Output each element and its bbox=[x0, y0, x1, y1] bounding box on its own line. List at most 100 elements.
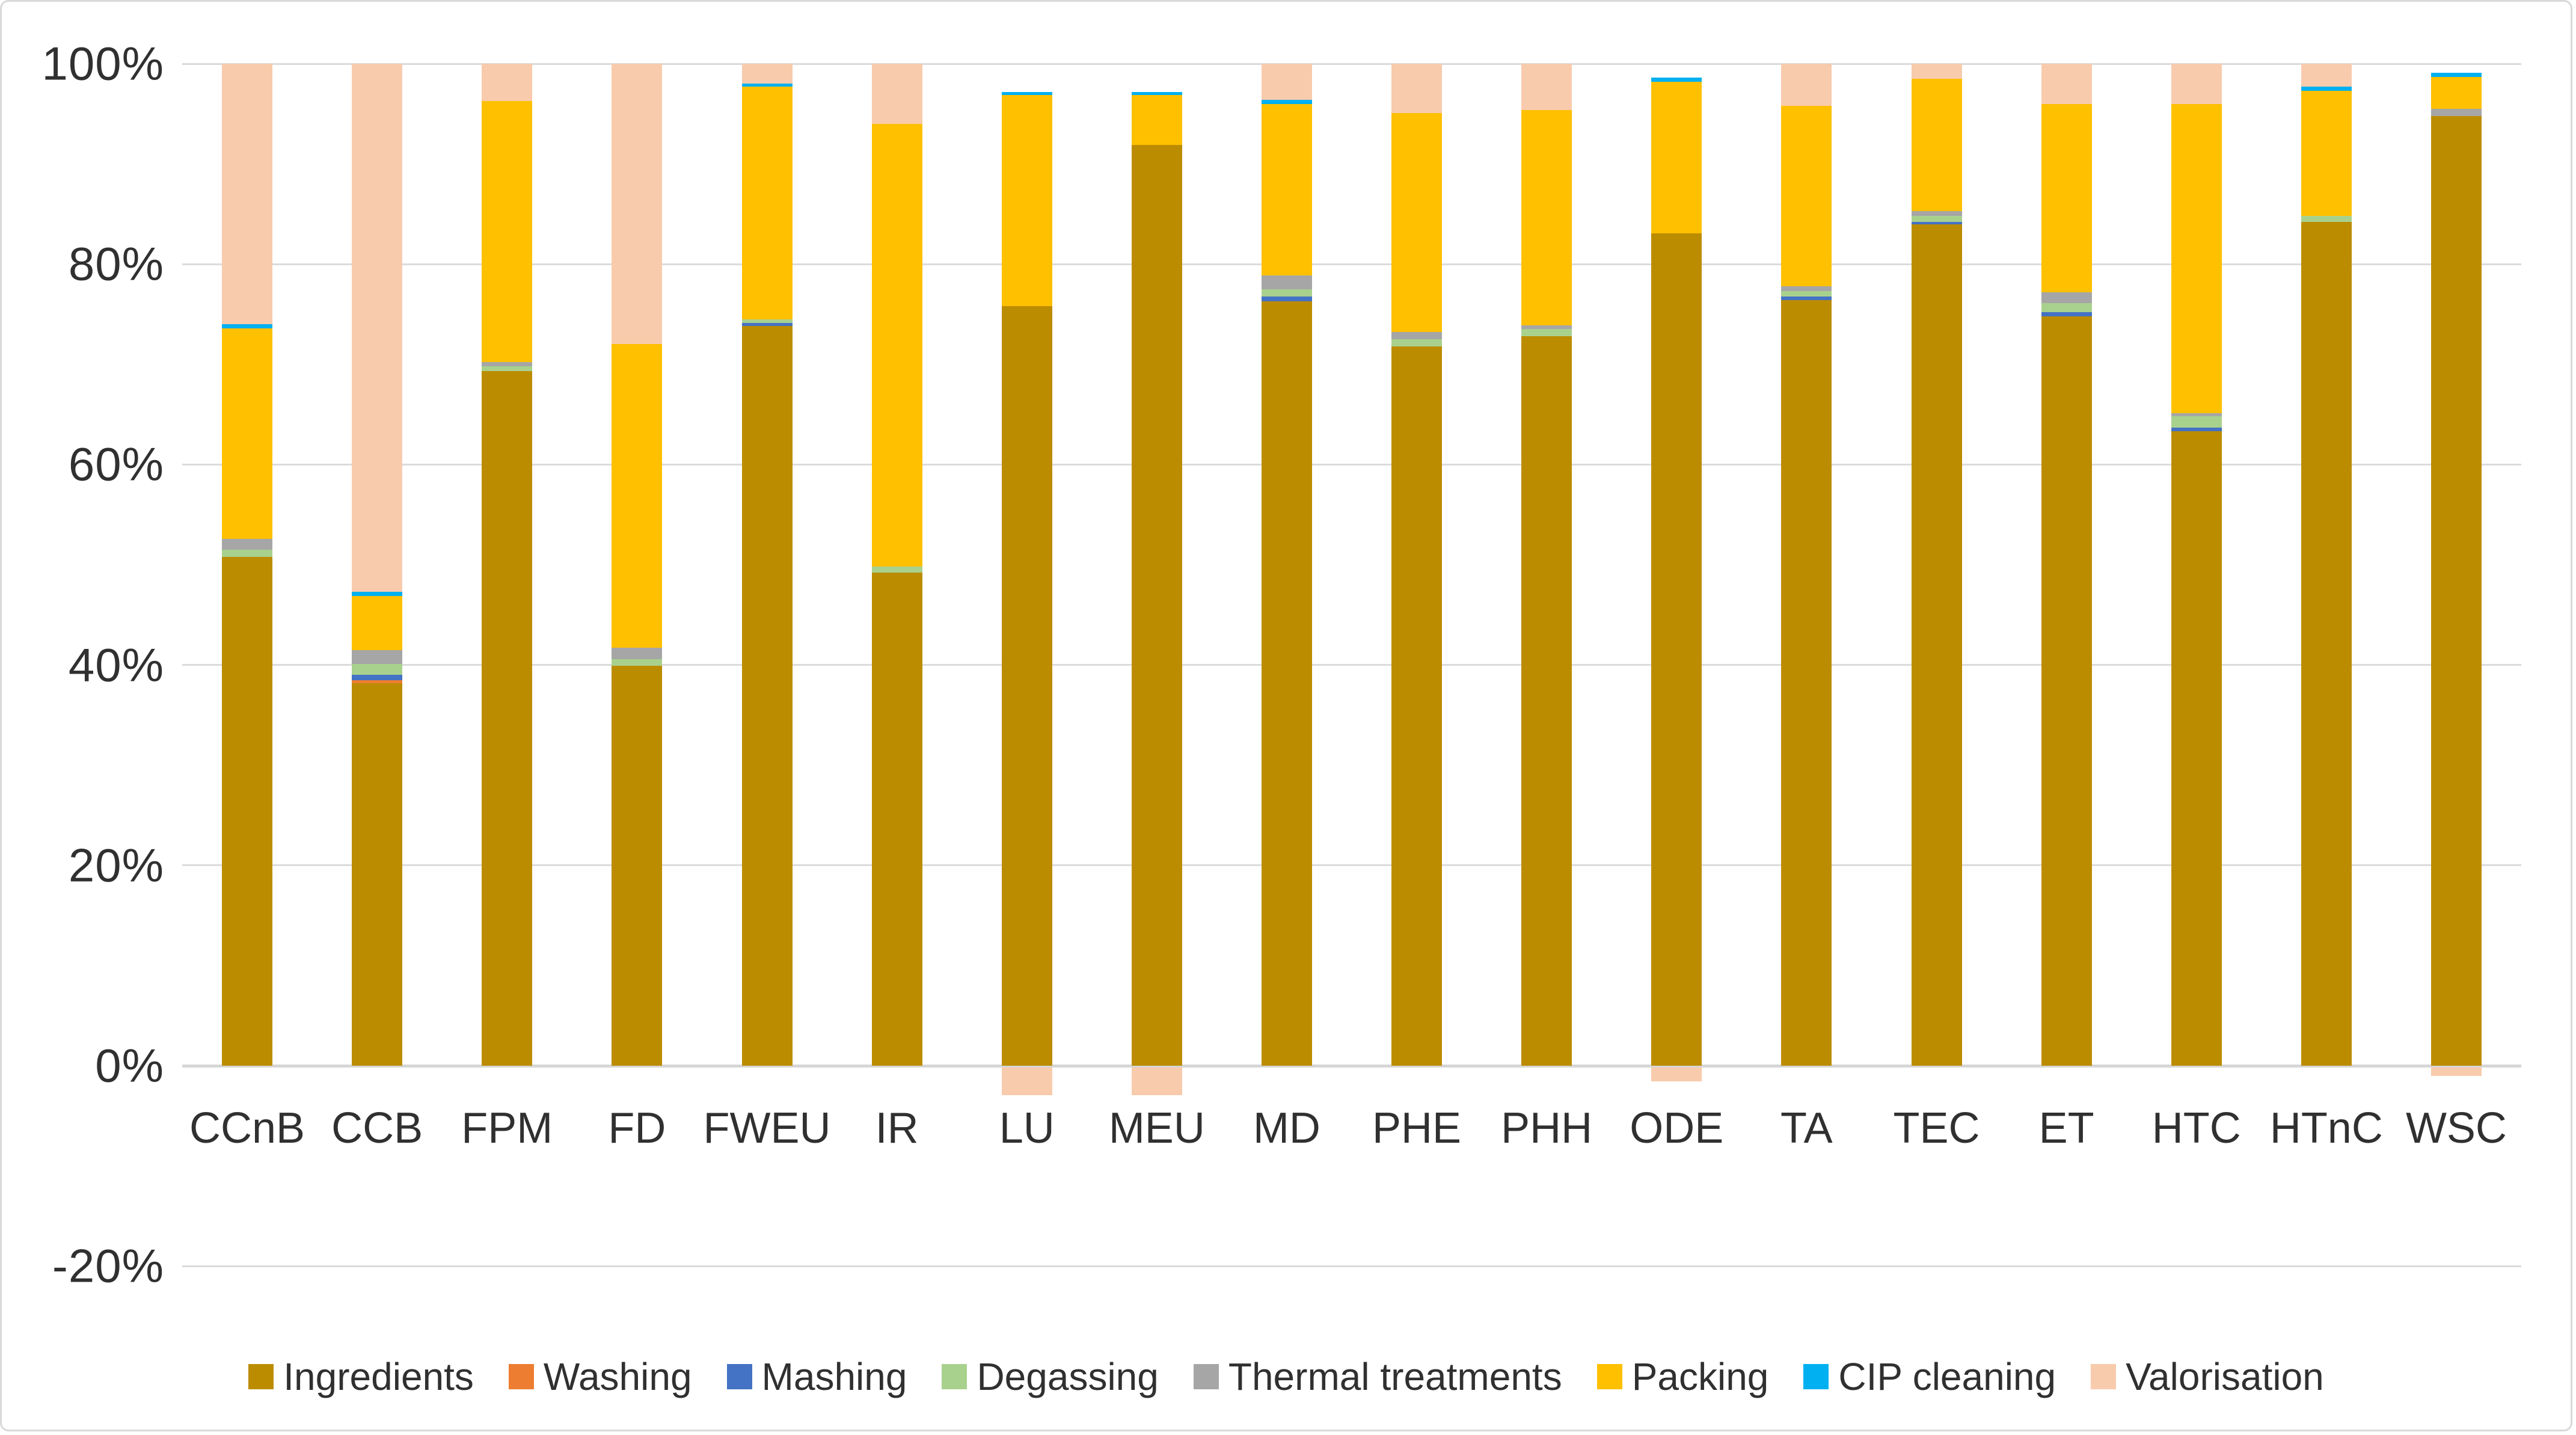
x-axis-category-label: TA bbox=[1780, 1104, 1833, 1152]
legend-item-valorisation: Valorisation bbox=[2091, 1354, 2324, 1399]
segment-mashing-FWEU bbox=[741, 323, 793, 327]
legend-swatch bbox=[1193, 1364, 1219, 1389]
legend: Ingredients Washing Mashing Degassing Therma… bbox=[2, 1348, 2571, 1406]
segment-cip-cleaning-MD bbox=[1261, 99, 1312, 104]
segment-mashing-HTC bbox=[2171, 427, 2222, 432]
segment-valorisation-FD bbox=[612, 64, 663, 345]
segment-mashing-ET bbox=[2041, 312, 2092, 316]
segment-ingredients-FPM bbox=[482, 371, 533, 1066]
x-axis-category-label: IR bbox=[875, 1104, 919, 1152]
segment-packing-HTC bbox=[2171, 103, 2222, 414]
segment-ingredients-MEU bbox=[1131, 144, 1182, 1066]
segment-ingredients-TA bbox=[1781, 300, 1832, 1066]
segment-packing-TEC bbox=[1911, 78, 1962, 211]
segment-degassing-FD bbox=[612, 659, 663, 666]
y-axis-tick-label: 60% bbox=[68, 437, 164, 491]
segment-degassing-FPM bbox=[482, 366, 533, 372]
segment-packing-FWEU bbox=[741, 87, 793, 319]
y-axis-tick-label: 0% bbox=[95, 1039, 164, 1092]
segment-valorisation-PHE bbox=[1391, 64, 1443, 113]
legend-label: Washing bbox=[543, 1355, 692, 1398]
legend-item-thermal-treatments: Thermal treatments bbox=[1193, 1354, 1562, 1399]
segment-degassing-CCB bbox=[352, 663, 403, 675]
segment-packing-LU bbox=[1001, 94, 1052, 307]
legend-item-ingredients: Ingredients bbox=[248, 1354, 474, 1399]
segment-thermal-treatments-PHE bbox=[1391, 332, 1443, 340]
segment-degassing-CCnB bbox=[222, 550, 273, 557]
x-axis-category-label: MD bbox=[1253, 1104, 1320, 1152]
segment-degassing-MD bbox=[1261, 289, 1312, 297]
legend-swatch bbox=[726, 1364, 752, 1389]
y-axis-tick-label: 100% bbox=[41, 37, 164, 90]
segment-valorisation-HTnC bbox=[2301, 64, 2352, 87]
segment-ingredients-LU bbox=[1001, 306, 1052, 1066]
legend-swatch bbox=[248, 1364, 274, 1389]
x-axis-category-label: CCB bbox=[331, 1104, 423, 1152]
x-axis-line bbox=[182, 1064, 2521, 1068]
legend-item-degassing: Degassing bbox=[942, 1354, 1159, 1399]
gridline bbox=[182, 63, 2521, 65]
segment-washing-CCB bbox=[352, 680, 403, 683]
segment-thermal-treatments-WSC bbox=[2430, 108, 2482, 116]
segment-ingredients-HTnC bbox=[2301, 222, 2352, 1066]
segment-cip-cleaning-ODE bbox=[1651, 78, 1702, 82]
segment-cip-cleaning-LU bbox=[1001, 91, 1052, 95]
gridline bbox=[182, 1265, 2521, 1267]
segment-packing-HTnC bbox=[2301, 90, 2352, 217]
segment-packing-ODE bbox=[1651, 81, 1702, 233]
segment-packing-TA bbox=[1781, 105, 1832, 286]
bar-CCnB bbox=[222, 2, 273, 1430]
legend-label: CIP cleaning bbox=[1838, 1355, 2056, 1398]
x-axis-category-label: TEC bbox=[1893, 1104, 1980, 1152]
segment-degassing-PHE bbox=[1391, 339, 1443, 346]
segment-valorisation-CCB bbox=[352, 64, 403, 592]
legend-item-cip-cleaning: CIP cleaning bbox=[1803, 1354, 2056, 1399]
legend-label: Thermal treatments bbox=[1228, 1355, 1562, 1398]
gridline bbox=[182, 664, 2521, 666]
bar-TEC bbox=[1911, 2, 1962, 1430]
segment-packing-FD bbox=[612, 344, 663, 648]
segment-cip-cleaning-FWEU bbox=[741, 84, 793, 87]
legend-swatch bbox=[942, 1364, 968, 1389]
segment-ingredients-PHE bbox=[1391, 346, 1443, 1066]
x-axis-category-label: ET bbox=[2038, 1104, 2094, 1152]
x-axis-category-label: PHE bbox=[1372, 1104, 1462, 1152]
segment-ingredients-FWEU bbox=[741, 326, 793, 1066]
segment-thermal-treatments-TA bbox=[1781, 286, 1832, 292]
segment-valorisation-TEC bbox=[1911, 64, 1962, 79]
segment-packing-IR bbox=[871, 123, 922, 567]
segment-degassing-HTnC bbox=[2301, 216, 2352, 223]
segment-valorisation-HTC bbox=[2171, 64, 2222, 104]
legend-swatch bbox=[508, 1364, 534, 1389]
gridline bbox=[182, 463, 2521, 466]
segment-packing-MEU bbox=[1131, 94, 1182, 145]
x-axis-category-label: HTnC bbox=[2269, 1104, 2383, 1152]
segment-ingredients-CCB bbox=[352, 683, 403, 1066]
legend-swatch bbox=[1596, 1364, 1622, 1389]
segment-mashing-MD bbox=[1261, 296, 1312, 301]
segment-packing-PHE bbox=[1391, 112, 1443, 333]
y-axis-tick-label: 80% bbox=[68, 237, 164, 290]
legend-item-washing: Washing bbox=[508, 1354, 692, 1399]
gridline bbox=[182, 263, 2521, 265]
x-axis-category-label: MEU bbox=[1108, 1104, 1205, 1152]
y-axis-tick-label: -20% bbox=[52, 1239, 164, 1292]
bar-FPM bbox=[482, 2, 533, 1430]
segment-thermal-treatments-MD bbox=[1261, 275, 1312, 289]
x-axis-category-label: FWEU bbox=[703, 1104, 831, 1152]
segment-cip-cleaning-WSC bbox=[2430, 72, 2482, 77]
segment-packing-FPM bbox=[482, 100, 533, 363]
segment-valorisation-ODE bbox=[1651, 1067, 1702, 1081]
legend-label: Degassing bbox=[977, 1355, 1159, 1398]
segment-thermal-treatments-TEC bbox=[1911, 210, 1962, 217]
segment-packing-WSC bbox=[2430, 76, 2482, 109]
segment-packing-PHH bbox=[1521, 109, 1572, 325]
segment-thermal-treatments-ET bbox=[2041, 292, 2092, 304]
segment-ingredients-MD bbox=[1261, 301, 1312, 1066]
x-axis-category-label: CCnB bbox=[189, 1104, 305, 1152]
segment-valorisation-ET bbox=[2041, 64, 2092, 104]
x-axis-category-label: WSC bbox=[2405, 1104, 2507, 1152]
segment-thermal-treatments-FPM bbox=[482, 362, 533, 367]
